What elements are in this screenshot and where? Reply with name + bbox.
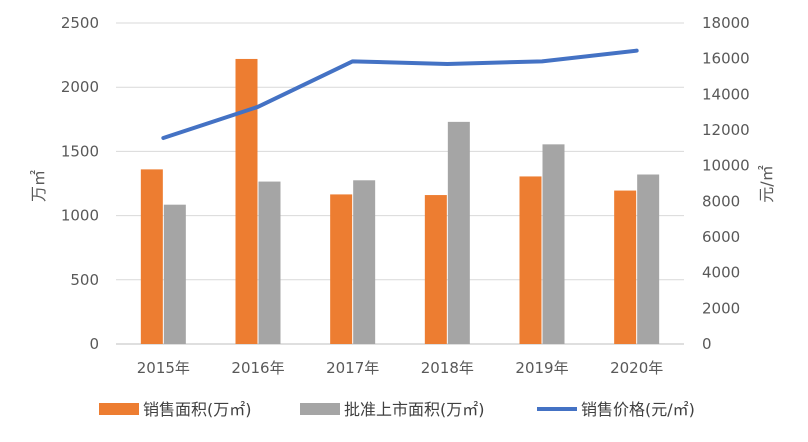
line-sales-price bbox=[161, 48, 639, 141]
x-axis: 2015年 2016年 2017年 2018年 2019年 2020年 bbox=[137, 359, 664, 377]
y2-tick-label: 18000 bbox=[702, 14, 750, 32]
line-layer bbox=[161, 48, 639, 141]
y-tick-label: 2000 bbox=[61, 78, 99, 96]
bar-sales-area bbox=[330, 194, 353, 344]
left-y-axis: 0 500 1000 1500 2000 2500 bbox=[61, 14, 99, 353]
y-tick-label: 2500 bbox=[61, 14, 99, 32]
x-tick-label: 2019年 bbox=[515, 359, 568, 377]
legend-label-sales-area: 销售面积(万㎡) bbox=[143, 400, 252, 419]
bar-approved-area bbox=[353, 180, 376, 344]
bar-sales-area bbox=[614, 190, 637, 344]
right-y-axis: 0 2000 4000 6000 8000 10000 12000 14000 16000 180… bbox=[702, 14, 750, 353]
bar-approved-area bbox=[637, 174, 660, 344]
bar-approved-area bbox=[447, 121, 470, 344]
y2-tick-label: 10000 bbox=[702, 157, 750, 175]
x-tick-label: 2020年 bbox=[610, 359, 663, 377]
right-axis-title: 元/㎡ bbox=[757, 165, 776, 202]
y2-tick-label: 0 bbox=[702, 335, 712, 353]
y-tick-label: 0 bbox=[89, 335, 99, 353]
x-tick-label: 2016年 bbox=[231, 359, 284, 377]
bar-sales-area bbox=[140, 169, 163, 344]
y-tick-label: 500 bbox=[70, 271, 99, 289]
left-axis-title: 万㎡ bbox=[29, 170, 48, 202]
y2-tick-label: 12000 bbox=[702, 121, 750, 139]
legend-swatch-approved-area bbox=[300, 403, 340, 415]
bar-sales-area bbox=[519, 176, 542, 344]
y-tick-label: 1000 bbox=[61, 207, 99, 225]
y-tick-label: 1500 bbox=[61, 142, 99, 160]
y2-tick-label: 6000 bbox=[702, 228, 740, 246]
y2-tick-label: 16000 bbox=[702, 50, 750, 68]
bar-sales-area bbox=[424, 195, 447, 344]
y2-tick-label: 4000 bbox=[702, 264, 740, 282]
bar-approved-area bbox=[258, 181, 281, 344]
bars bbox=[140, 58, 660, 345]
y2-tick-label: 14000 bbox=[702, 85, 750, 103]
legend: 销售面积(万㎡) 批准上市面积(万㎡) 销售价格(元/㎡) bbox=[99, 400, 695, 419]
x-tick-label: 2017年 bbox=[326, 359, 379, 377]
legend-label-sales-price: 销售价格(元/㎡) bbox=[581, 400, 695, 419]
legend-item-sales-price: 销售价格(元/㎡) bbox=[537, 400, 695, 419]
legend-item-sales-area: 销售面积(万㎡) bbox=[99, 400, 252, 419]
bar-approved-area bbox=[542, 144, 565, 344]
x-tick-label: 2015年 bbox=[137, 359, 190, 377]
y2-tick-label: 2000 bbox=[702, 299, 740, 317]
y2-tick-label: 8000 bbox=[702, 192, 740, 210]
legend-item-approved-area: 批准上市面积(万㎡) bbox=[300, 400, 485, 419]
x-tick-label: 2018年 bbox=[421, 359, 474, 377]
legend-label-approved-area: 批准上市面积(万㎡) bbox=[344, 400, 485, 419]
bar-approved-area bbox=[163, 204, 186, 344]
bar-sales-area bbox=[235, 58, 258, 345]
legend-swatch-sales-area bbox=[99, 403, 139, 415]
grid bbox=[116, 22, 684, 345]
